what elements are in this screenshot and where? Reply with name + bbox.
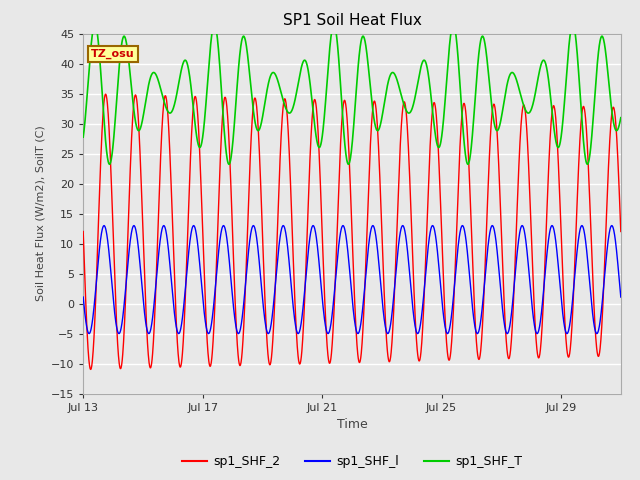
sp1_SHF_l xyxy=(617,294,625,300)
sp1_SHF_l xyxy=(503,331,511,336)
sp1_SHF_T xyxy=(327,37,335,43)
sp1_SHF_T xyxy=(330,22,338,27)
Title: SP1 Soil Heat Flux: SP1 Soil Heat Flux xyxy=(283,13,421,28)
sp1_SHF_l xyxy=(602,261,609,266)
sp1_SHF_l xyxy=(602,264,609,269)
sp1_SHF_2 xyxy=(102,91,109,97)
sp1_SHF_T xyxy=(617,115,625,120)
sp1_SHF_T xyxy=(341,144,349,150)
sp1_SHF_l xyxy=(327,323,335,329)
X-axis label: Time: Time xyxy=(337,418,367,431)
sp1_SHF_T xyxy=(602,48,609,54)
Y-axis label: Soil Heat Flux (W/m2), SoilT (C): Soil Heat Flux (W/m2), SoilT (C) xyxy=(35,126,45,301)
sp1_SHF_T xyxy=(225,161,233,167)
sp1_SHF_l xyxy=(341,227,349,233)
sp1_SHF_2 xyxy=(79,228,87,234)
sp1_SHF_l xyxy=(115,331,123,336)
sp1_SHF_T xyxy=(503,82,511,88)
sp1_SHF_2 xyxy=(602,239,609,245)
sp1_SHF_l xyxy=(107,267,115,273)
sp1_SHF_2 xyxy=(327,356,335,361)
Line: sp1_SHF_T: sp1_SHF_T xyxy=(83,24,621,164)
sp1_SHF_2 xyxy=(341,98,349,104)
sp1_SHF_l xyxy=(369,223,377,228)
Text: TZ_osu: TZ_osu xyxy=(92,49,135,59)
Legend: sp1_SHF_2, sp1_SHF_l, sp1_SHF_T: sp1_SHF_2, sp1_SHF_l, sp1_SHF_T xyxy=(177,450,527,473)
sp1_SHF_l xyxy=(79,294,87,300)
sp1_SHF_2 xyxy=(108,175,115,181)
sp1_SHF_2 xyxy=(87,367,95,372)
Line: sp1_SHF_2: sp1_SHF_2 xyxy=(83,94,621,370)
sp1_SHF_2 xyxy=(503,347,511,353)
sp1_SHF_T xyxy=(107,159,115,165)
Line: sp1_SHF_l: sp1_SHF_l xyxy=(83,226,621,334)
sp1_SHF_2 xyxy=(602,232,609,238)
sp1_SHF_T xyxy=(79,134,87,140)
sp1_SHF_2 xyxy=(617,228,625,234)
sp1_SHF_T xyxy=(602,50,609,56)
